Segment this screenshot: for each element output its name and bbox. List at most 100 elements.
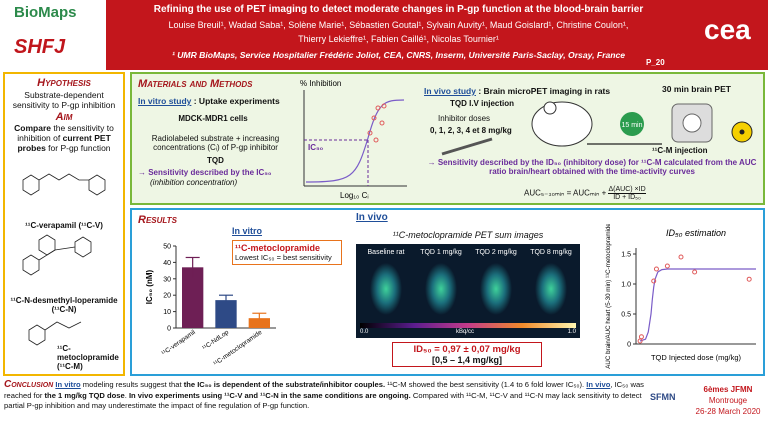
tracer: ¹¹C-M injection — [652, 146, 708, 155]
conclusion-part: In vivo experiments using ¹¹C-V and ¹¹C-… — [128, 390, 411, 400]
section-title: Aim — [55, 111, 73, 123]
sensitivity: → Sensitivity described by the ID₅₀ (inh… — [427, 158, 757, 176]
plot-x-label: Log₁₀ Cᵢ — [340, 191, 369, 200]
pet-image: TQD 2 mg/kg — [470, 246, 522, 320]
id50-range: [0,5 – 1,4 mg/kg] — [431, 355, 503, 365]
formula-part: AUC₅₋₃₀ₘᵢₙ = AUCₘᵢₙ + — [524, 188, 607, 198]
id50-chart: ID₅₀ estimation 0 0.5 1.0 1.5 AUC brain/AUC h… — [605, 224, 756, 369]
formula-part: Δ(AUC) ×ID — [608, 186, 646, 194]
conclusion-part: the 1 mg/kg TQD dose — [44, 390, 125, 400]
results-box: Results In vitro ¹¹C-metoclopramide Lowe… — [130, 208, 765, 376]
rat — [531, 101, 593, 147]
y-tick-label: 1.5 — [621, 252, 631, 259]
x-tick-label: ¹¹C-verapamil — [161, 329, 198, 358]
colorbar-label: 1.0 — [567, 329, 576, 335]
bar-chart: 0 10 20 30 40 50 IC₅₀ (nM) ¹¹C-verapamil ¹¹C-NdL… — [145, 244, 276, 368]
conclusion-part: modeling results suggest that — [80, 380, 184, 389]
affiliation: ¹ UMR BioMaps, Service Hospitalier Frédé… — [171, 50, 626, 60]
pet: 30 min brain PET — [662, 84, 731, 94]
images-title: ¹¹C-metoclopramide PET sum images — [392, 230, 544, 240]
conclusion-part: . — [124, 390, 129, 400]
authors: Thierry Lekieffre¹, Fabien Caillé¹, Nico… — [298, 34, 499, 44]
protocol-graphic: 15 min — [441, 101, 753, 156]
id50: ID₅₀ = 0,97 ± 0,07 mg/kg — [413, 344, 521, 355]
authors: Louise Breuil¹, Wadad Saba¹, Solène Mari… — [168, 20, 629, 30]
y-tick-label: 0.5 — [621, 312, 631, 319]
bar — [248, 318, 270, 328]
heading: In vivo study : Brain microPET imaging i… — [424, 86, 610, 96]
image-label: TQD 2 mg/kg — [475, 249, 517, 256]
point — [746, 276, 752, 282]
point — [638, 334, 644, 340]
logo-cea: cea — [704, 14, 751, 45]
section-title: Conclusion — [4, 379, 54, 390]
heading-part: : Uptake experiments — [191, 96, 280, 106]
hypothesis-box: Hypothesis Substrate-dependent sensitivi… — [3, 72, 125, 376]
y-axis-label: IC₅₀ (nM) — [145, 269, 154, 304]
heading-part: : Brain microPET imaging in rats — [475, 86, 611, 96]
conclusion-part: the IC₅₀ is dependent of the substrate/i… — [183, 380, 386, 389]
aim-part: current PET probes — [17, 133, 111, 153]
y-axis-label: AUC brain/AUC heart (5-30 min) ¹¹C-metoc… — [605, 224, 612, 369]
curve — [305, 99, 405, 183]
place: Montrouge — [708, 396, 748, 405]
x-tick-label: ¹¹C-NdLop — [201, 329, 230, 352]
sensitivity: → Sensitivity described by the IC₅₀ — [138, 168, 272, 177]
y-tick-label: 20 — [163, 293, 171, 300]
plot-y-label: % Inhibition — [300, 79, 341, 88]
conclusion-part: ¹¹C-M showed the best sensitivity (1.4 t… — [385, 380, 587, 389]
conclusion-part: In vitro — [55, 380, 81, 389]
id50-box: ID₅₀ = 0,97 ± 0,07 mg/kg [0,5 – 1,4 mg/k… — [392, 342, 542, 367]
image-label: Baseline rat — [367, 249, 405, 256]
footer: 6èmes JFMN Montrouge 26-28 March 2020 — [690, 384, 766, 417]
chart-title: ID₅₀ estimation — [666, 228, 726, 238]
event: 6èmes JFMN — [703, 385, 753, 394]
heading: In vivo — [356, 212, 388, 223]
title: Refining the use of PET imaging to detec… — [153, 4, 644, 15]
aim-text: Compare the sensitivity to inhibition of… — [5, 123, 123, 153]
section-title: Materials and Methods — [138, 78, 253, 90]
image-label: TQD 1 mg/kg — [420, 249, 462, 256]
bar — [182, 267, 204, 328]
doses-label: Inhibitor doses — [438, 114, 491, 123]
best: ¹¹C-metoclopramide — [235, 243, 321, 253]
compound: ¹¹C-verapamil (¹¹C-V) — [25, 221, 103, 230]
hypothesis-text: Substrate-dependent sensitivity to P-gp … — [12, 90, 116, 110]
colorbar-label: 0.0 — [360, 329, 369, 335]
section-title: Hypothesis — [37, 77, 91, 89]
plot-marker: IC₅₀ — [308, 143, 324, 152]
syringe — [441, 137, 493, 156]
structures — [22, 173, 106, 346]
y-tick-label: 10 — [163, 309, 171, 316]
aim-part: for P-gp function — [45, 143, 111, 153]
point — [692, 269, 698, 275]
compound: ¹¹C-N-desmethyl-loperamide (¹¹C-N) — [10, 296, 118, 314]
y-tick-label: 50 — [163, 244, 171, 251]
formula-part: ID + ID₅₀ — [613, 194, 641, 201]
bar — [215, 300, 237, 328]
colorbar-label: kBq/cc — [456, 329, 475, 335]
colorbar — [360, 323, 576, 328]
pet-images: Baseline rat TQD 1 mg/kg TQD 2 mg/kg TQD 8 … — [356, 244, 580, 338]
point — [651, 278, 657, 284]
y-tick-label: 1.0 — [621, 282, 631, 289]
conclusion-part: In vivo — [586, 380, 611, 389]
pet-image: TQD 8 mg/kg — [525, 246, 577, 320]
compound: ¹¹C-metoclopramide (¹¹C-M) — [57, 344, 119, 371]
heading-part: In vivo study — [424, 86, 476, 96]
best-box: ¹¹C-metoclopramide Lowest IC₅₀ = best se… — [232, 240, 342, 265]
heading: In vitro study : Uptake experiments — [138, 96, 280, 106]
heading-part: In vitro study — [138, 96, 192, 106]
sensitivity-note: (inhibition concentration) — [150, 178, 238, 187]
formula: AUC₅₋₃₀ₘᵢₙ = AUCₘᵢₙ + Δ(AUC) ×ID ID + ID₅… — [524, 186, 646, 201]
delay: 15 min — [621, 122, 642, 129]
inhibition-plot: % Inhibition IC₅₀ Log₁₀ Cᵢ — [300, 79, 407, 200]
conclusion: Conclusion In vitro modeling results sug… — [4, 379, 644, 412]
heading: In vitro — [232, 226, 263, 236]
point — [653, 266, 659, 272]
conclusion-part: Compared with ¹¹C-M, ¹¹C-V and ¹¹C-N may… — [4, 390, 642, 411]
logo-shfj: SHFJ — [14, 36, 66, 58]
footer-logo: SFMN — [650, 392, 676, 402]
pet-image: TQD 1 mg/kg — [415, 246, 467, 320]
